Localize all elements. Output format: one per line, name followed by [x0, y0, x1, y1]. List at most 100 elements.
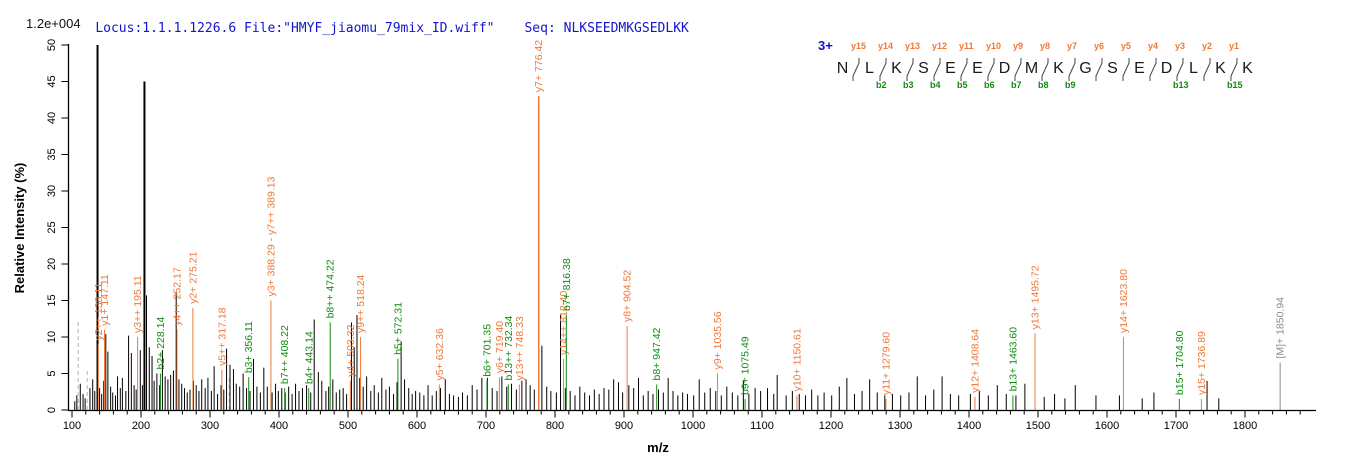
fragmentation-site: y3 b13: [1173, 41, 1189, 90]
cleavage-slash-icon: [1230, 58, 1238, 81]
b-ion-label: b6: [984, 80, 995, 90]
ion-peak-label: y13+ 1495.72: [1030, 265, 1042, 329]
y-tick-label: 15: [46, 294, 58, 306]
y-ion-label: y4: [1148, 41, 1159, 51]
intensity-scale-label: 1.2e+004: [26, 16, 81, 31]
ion-peak-label: y9++ 518.24: [355, 274, 367, 333]
y-ion-label: y13: [905, 41, 921, 51]
ion-peak-label: b7++ 408.22: [279, 325, 291, 384]
b-ion-label: b9: [1065, 80, 1076, 90]
ion-peak-label: y9+ 1035.56: [712, 311, 724, 369]
x-tick-label: 1100: [750, 420, 774, 432]
ion-peak-label: b5+ 572.31: [392, 302, 404, 355]
y-tick-label: 35: [46, 148, 58, 160]
fragmentation-site: y14 b2: [876, 41, 893, 90]
ion-peak-label: y3+ 388.29 - y7++ 389.13: [265, 176, 277, 296]
y-ion-label: y6: [1094, 41, 1105, 51]
b-ion-label: b7: [1011, 80, 1022, 90]
cleavage-slash-icon: [1041, 58, 1049, 81]
cleavage-slash-icon: [1122, 58, 1130, 81]
ion-peak-label: y4+ 503.32: [345, 324, 357, 376]
cleavage-slash-icon: [879, 58, 887, 81]
x-tick-label: 900: [615, 420, 633, 432]
ion-peak-label: y10+ 1150.61: [791, 328, 803, 391]
b-ion-label: b8: [1038, 80, 1049, 90]
b-ion-label: b4: [930, 80, 941, 90]
ion-peak-label: [M]+ 1850.94: [1275, 297, 1287, 359]
dashed-peaks: [77, 318, 230, 410]
fragmentation-site: y1 b15: [1227, 41, 1243, 90]
fragmentation-site: y2: [1202, 41, 1212, 84]
residue: E: [945, 60, 956, 77]
ion-peak-label: y8+ 904.52: [622, 270, 634, 322]
ion-peak-label: b3+ 356.11: [243, 321, 255, 373]
residue: D: [998, 60, 1011, 77]
b-ion-label: b13: [1173, 80, 1189, 90]
x-tick-label: 1500: [1026, 420, 1050, 432]
ion-peak-label: y3++ 195.11: [132, 275, 144, 333]
residue: L: [1189, 60, 1198, 77]
y-tick-label: 25: [46, 221, 58, 233]
fragmentation-site: y5: [1121, 41, 1131, 84]
x-tick-label: 600: [408, 420, 426, 432]
cleavage-slash-icon: [1149, 58, 1157, 81]
ion-peak-label: y2++ 138.11: [93, 283, 105, 341]
y-ion-label: y2: [1202, 41, 1213, 51]
ion-peak-label: y5+ 632.36: [434, 328, 446, 380]
axes: 100 200 300 400 500 600 700 800 900 1000 1100 1200 1…: [12, 39, 1316, 455]
residue: K: [1053, 60, 1064, 77]
ion-peak-label: y14++ 812.40: [558, 291, 570, 355]
residue: S: [1107, 60, 1118, 77]
ion-peak-label: b8+ 947.42: [651, 327, 663, 380]
y-tick-label: 5: [46, 370, 58, 376]
x-tick-label: 800: [546, 420, 564, 432]
residue: L: [865, 60, 874, 77]
cleavage-slash-icon: [987, 58, 995, 81]
residue: S: [918, 60, 929, 77]
ion-peak-label: y12+ 1408.64: [969, 329, 981, 393]
cleavage-slash-icon: [1176, 58, 1184, 81]
header-bar: Locus:1.1.1.1226.6 File:"HMYF_jiaomu_79m…: [64, 6, 689, 51]
b-ion-label: b15: [1227, 80, 1243, 90]
residue: G: [1079, 60, 1092, 77]
residue: N: [836, 60, 849, 77]
x-tick-label: 200: [132, 420, 150, 432]
y-tick-label: 45: [46, 75, 58, 87]
charge-state-label: 3+: [818, 38, 833, 53]
y-tick-label: 10: [46, 331, 58, 343]
ion-peak-label: y7+ 776.42: [533, 40, 545, 92]
residue: K: [1215, 60, 1226, 77]
y-tick-label: 0: [46, 407, 58, 413]
y-tick-label: 20: [46, 258, 58, 270]
residue: E: [972, 60, 983, 77]
cleavage-slash-icon: [1068, 58, 1076, 81]
y-ion-label: y12: [932, 41, 948, 51]
y-tick-label: 30: [46, 185, 58, 197]
fragmentation-site: y9 b7: [1011, 41, 1023, 90]
ion-peak-label: y15+ 1736.89: [1196, 331, 1208, 395]
residue: K: [1242, 60, 1253, 77]
y-ion-label: y1: [1229, 41, 1240, 51]
fragmentation-site: y15: [851, 41, 866, 84]
y-ion-label: y11: [959, 41, 974, 51]
cleavage-slash-icon: [1095, 58, 1103, 81]
fragmentation-site: y8 b8: [1038, 41, 1050, 90]
y-ion-label: y5: [1121, 41, 1132, 51]
ion-peak-label: b6+ 701.35: [481, 324, 493, 377]
y-ion-label: y15: [851, 41, 867, 51]
b-ion-label: b5: [957, 80, 968, 90]
cleavage-slash-icon: [906, 58, 914, 81]
ion-peak-label: b4+ 443.14: [303, 331, 315, 384]
ion-peak-label: b13++ 732.34: [503, 315, 515, 380]
cleavage-slash-icon: [1203, 58, 1211, 81]
b-ion-label: b3: [903, 80, 914, 90]
y-ion-label: y14: [878, 41, 894, 51]
ion-peak-label: b15+ 1704.80: [1174, 330, 1186, 395]
y-ion-label: y10: [986, 41, 1002, 51]
y-ion-label: y9: [1013, 41, 1024, 51]
x-axis-title: m/z: [647, 440, 669, 455]
cleavage-slash-icon: [1014, 58, 1022, 81]
